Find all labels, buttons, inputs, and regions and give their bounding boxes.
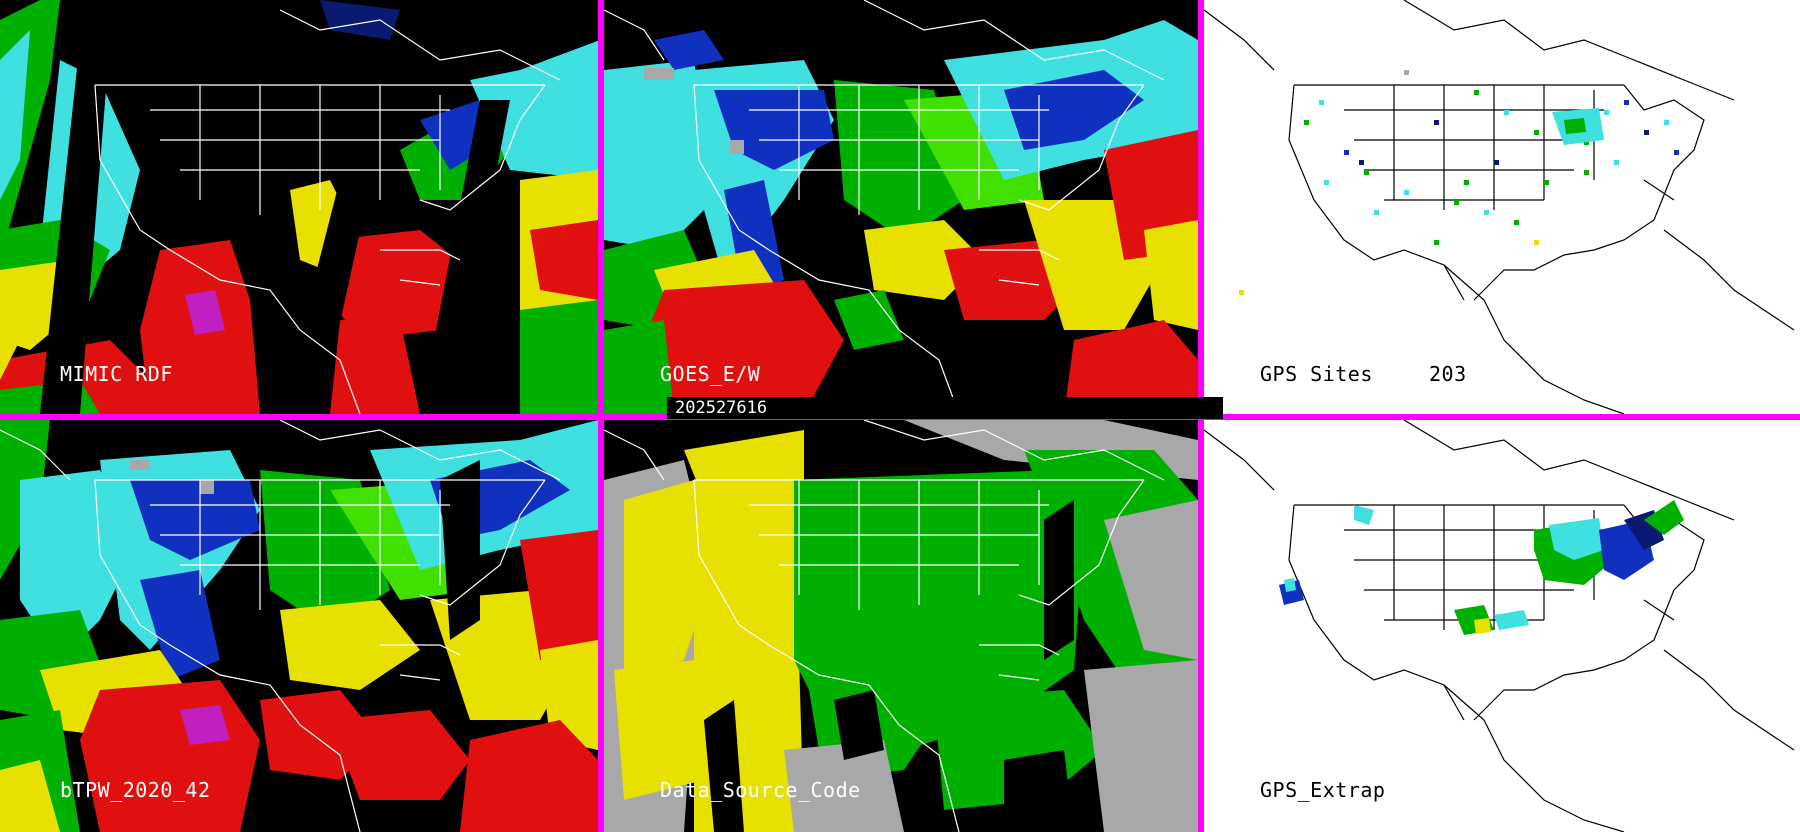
timestamp-label: 202527616	[667, 397, 1223, 419]
gps-site-markers	[1239, 70, 1679, 295]
goes-ew-map	[604, 0, 1198, 414]
panel-mimic-rdf: MIMIC RDF	[0, 0, 598, 414]
panel-data-source-code: Data_Source_Code	[604, 420, 1198, 832]
panel-label-mimic-rdf: MIMIC RDF	[60, 362, 173, 386]
mimic-rdf-map	[0, 0, 598, 414]
gps-site-count: 203	[1429, 362, 1467, 386]
panel-label-goes-ew: GOES_E/W	[660, 362, 761, 386]
panel-goes-ew: GOES_E/W	[604, 0, 1198, 414]
panel-btpw: bTPW_2020_42	[0, 420, 598, 832]
panel-label-gps-sites: GPS Sites	[1260, 362, 1373, 386]
data-source-code-map	[604, 420, 1198, 832]
panel-gps-sites: GPS Sites 203	[1204, 0, 1800, 414]
gps-extrap-blobs	[1279, 500, 1684, 635]
panel-label-data-source-code: Data_Source_Code	[660, 778, 861, 802]
panel-gps-extrap: GPS_Extrap	[1204, 420, 1800, 832]
gps-sites-map	[1204, 0, 1800, 414]
panel-label-gps-extrap: GPS_Extrap	[1260, 778, 1386, 802]
gps-extrap-map	[1204, 420, 1800, 832]
btpw-map	[0, 420, 598, 832]
panel-label-btpw: bTPW_2020_42	[60, 778, 211, 802]
